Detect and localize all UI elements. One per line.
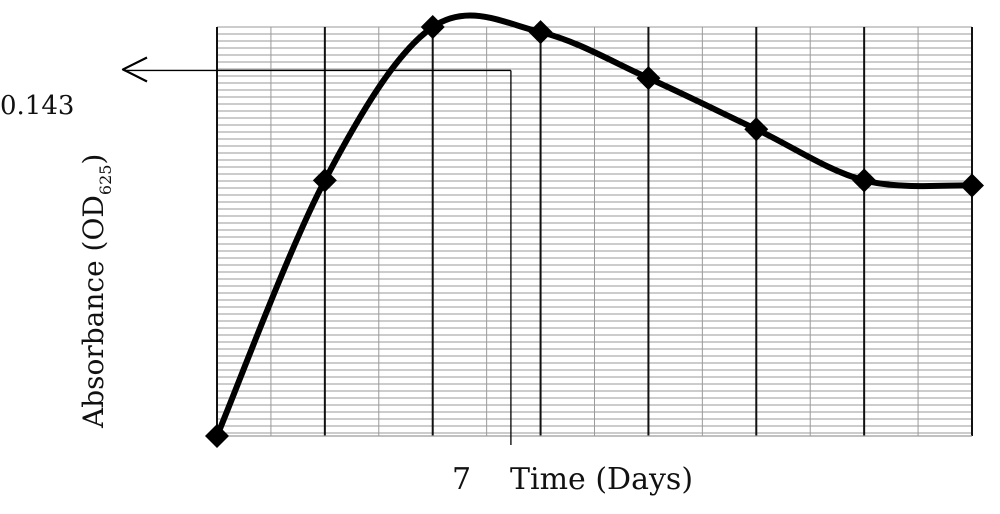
data-point bbox=[636, 66, 661, 91]
data-point bbox=[205, 424, 229, 448]
y-axis-label-subscript: 625 bbox=[96, 165, 115, 196]
y-axis-label-close: ) bbox=[77, 154, 110, 165]
svg-text:Absorbance (OD625): Absorbance (OD625) bbox=[77, 154, 115, 429]
y-axis-label-main: Absorbance (OD bbox=[77, 195, 110, 429]
arrow-icon bbox=[121, 56, 148, 83]
data-point bbox=[528, 20, 553, 45]
data-point bbox=[852, 168, 877, 193]
y-axis-label: Absorbance (OD625) bbox=[77, 154, 115, 429]
data-markers bbox=[205, 15, 984, 448]
data-point bbox=[960, 173, 984, 198]
peak-x-label: 7 bbox=[452, 462, 471, 497]
peak-annotation bbox=[121, 56, 512, 445]
peak-y-label: 0.143 bbox=[0, 91, 74, 121]
data-point bbox=[744, 117, 769, 142]
data-point bbox=[312, 168, 337, 193]
x-axis-label: Time (Days) bbox=[510, 462, 693, 497]
grid bbox=[216, 26, 973, 437]
data-point bbox=[420, 15, 445, 39]
